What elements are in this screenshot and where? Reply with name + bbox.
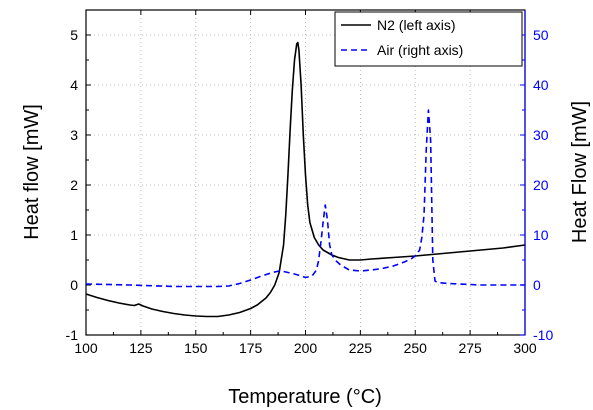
right-y-tick-label: 10 (533, 227, 549, 243)
left-y-tick-label: 4 (70, 77, 78, 93)
x-tick-label: 175 (239, 340, 263, 356)
right-y-axis-title: Heat Flow [mW] (569, 101, 591, 243)
x-tick-label: 250 (404, 340, 428, 356)
left-y-axis-ticks: -1 0 1 2 3 4 5 (66, 27, 91, 343)
x-tick-label: 300 (513, 340, 537, 356)
right-y-tick-label: -10 (533, 327, 553, 343)
x-tick-label: 225 (349, 340, 373, 356)
x-tick-label: 275 (458, 340, 482, 356)
x-axis-title: Temperature (°C) (228, 386, 382, 408)
right-y-tick-label: 40 (533, 77, 549, 93)
right-y-tick-label: 20 (533, 177, 549, 193)
left-y-tick-label: 2 (70, 177, 78, 193)
right-y-tick-label: 50 (533, 27, 549, 43)
x-tick-label: 100 (74, 340, 98, 356)
series-layer (85, 41, 526, 318)
left-y-tick-label: 0 (70, 277, 78, 293)
left-y-tick-label: 3 (70, 127, 78, 143)
x-axis-ticks: 100 125 150 175 200 225 250 275 300 (74, 10, 537, 356)
legend-label-n2: N2 (left axis) (377, 17, 456, 33)
right-y-tick-label: 30 (533, 127, 549, 143)
series-line-n2 (85, 41, 526, 318)
x-tick-label: 125 (129, 340, 153, 356)
legend: N2 (left axis) Air (right axis) (334, 11, 523, 67)
legend-box (334, 11, 523, 67)
left-y-tick-label: -1 (66, 327, 79, 343)
series-line-air (85, 109, 525, 288)
legend-label-air: Air (right axis) (377, 42, 463, 58)
x-tick-label: 150 (184, 340, 208, 356)
left-y-tick-label: 1 (70, 227, 78, 243)
x-tick-label: 200 (294, 340, 318, 356)
left-y-axis-title: Heat flow [mW] (21, 104, 43, 240)
right-y-tick-label: 0 (533, 277, 541, 293)
right-y-axis-ticks: -10 0 10 20 30 40 50 (520, 10, 553, 343)
left-y-tick-label: 5 (70, 27, 78, 43)
